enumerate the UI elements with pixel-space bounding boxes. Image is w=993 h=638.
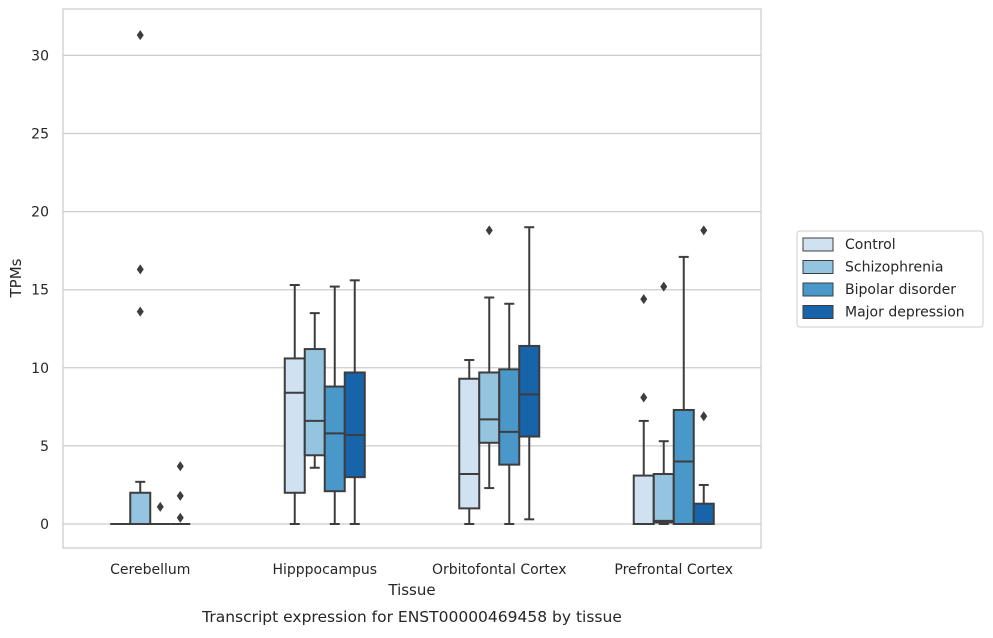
legend-frame xyxy=(796,230,984,328)
legend-label: Bipolar disorder xyxy=(845,282,956,298)
box-3-3 xyxy=(692,225,715,525)
box-iqr xyxy=(518,344,541,438)
y-tick-label: 20 xyxy=(31,205,49,221)
box-iqr xyxy=(672,408,695,525)
x-axis-label: Tissue xyxy=(387,581,435,599)
box-2-0 xyxy=(150,501,171,525)
outlier-point xyxy=(640,392,648,403)
y-tick-label: 25 xyxy=(31,127,49,143)
box-3-1 xyxy=(343,279,366,525)
box-1-1 xyxy=(303,312,326,469)
box-1-0 xyxy=(129,30,152,526)
box-0-3 xyxy=(632,294,655,526)
outlier-point xyxy=(700,411,708,422)
box-iqr xyxy=(478,371,501,444)
box-3-0 xyxy=(170,461,191,525)
x-tick-label: Hipppocampus xyxy=(272,562,377,578)
outlier-point xyxy=(136,306,144,317)
outlier-point xyxy=(176,512,184,523)
y-axis-label: TPMs xyxy=(7,258,25,298)
box-2-3 xyxy=(672,255,695,525)
box-iqr xyxy=(323,385,346,493)
box-iqr xyxy=(632,474,655,526)
box-0-1 xyxy=(283,284,306,525)
box-iqr xyxy=(458,377,481,510)
legend-label: Control xyxy=(845,237,896,253)
x-tick-label: Prefrontal Cortex xyxy=(614,562,733,578)
outlier-point xyxy=(176,490,184,501)
box-iqr xyxy=(129,491,152,526)
box-iqr xyxy=(343,371,366,479)
outlier-point xyxy=(660,281,668,292)
box-iqr xyxy=(652,473,675,524)
plot-frame xyxy=(62,8,762,549)
y-tick-label: 15 xyxy=(31,283,49,299)
legend-swatch xyxy=(802,282,834,297)
box-2-1 xyxy=(323,285,346,525)
x-tick-label: Cerebellum xyxy=(110,562,190,578)
outlier-point xyxy=(136,30,144,41)
box-iqr xyxy=(283,357,306,494)
axis-ticks: 0 5 10 15 20 25 30 Cerebellum Hipppocampus Orbito… xyxy=(31,48,733,578)
legend-swatch xyxy=(802,260,834,274)
outlier-point xyxy=(700,225,708,236)
box-iqr xyxy=(498,368,521,466)
box-1-3 xyxy=(652,281,675,525)
chart-caption: Transcript expression for ENST0000046945… xyxy=(201,608,622,626)
gridlines xyxy=(63,54,761,525)
box-3-2 xyxy=(518,226,541,521)
outlier-point xyxy=(485,225,493,236)
box-iqr xyxy=(692,502,715,525)
box-1-2 xyxy=(478,225,501,490)
legend-swatch xyxy=(802,237,834,252)
legend: Control Schizophrenia Bipolar disorder Majo… xyxy=(796,230,984,328)
legend-label: Schizophrenia xyxy=(845,260,943,276)
boxes xyxy=(110,30,715,526)
y-tick-label: 10 xyxy=(31,361,49,377)
box-iqr xyxy=(303,348,326,457)
y-tick-label: 30 xyxy=(31,48,49,64)
y-tick-label: 0 xyxy=(40,517,49,533)
outlier-point xyxy=(156,501,164,512)
outlier-point xyxy=(640,294,648,305)
box-2-2 xyxy=(498,302,521,525)
x-tick-label: Orbitofontal Cortex xyxy=(432,562,567,578)
y-tick-label: 5 xyxy=(40,439,49,455)
legend-swatch xyxy=(802,305,834,319)
box-0-2 xyxy=(458,358,481,525)
outlier-point xyxy=(136,264,144,275)
outlier-point xyxy=(176,461,184,472)
legend-label: Major depression xyxy=(845,305,965,321)
